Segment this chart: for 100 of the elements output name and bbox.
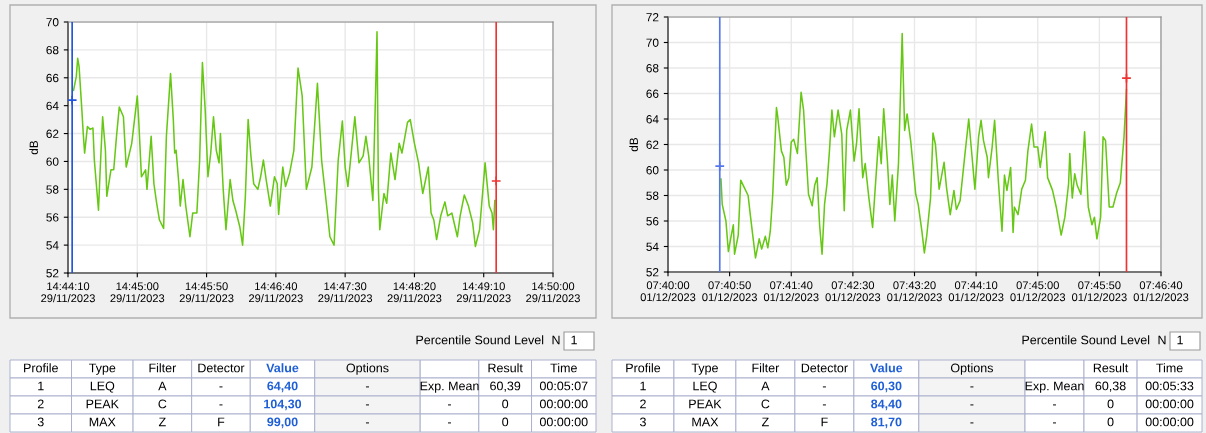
- text: PEAK: [86, 399, 119, 409]
- y-tick-label: 70: [646, 38, 659, 47]
- text: Percentile Sound Level: [1022, 335, 1150, 345]
- text: Exp. Mean: [420, 381, 479, 393]
- x-tick-label: 14:47:30 29/11/2023: [318, 282, 373, 303]
- y-tick-label: 54: [46, 241, 59, 250]
- y-tick-label: 58: [46, 185, 59, 194]
- text: Time: [1156, 363, 1183, 373]
- x-tick-label: 07:43:20 01/12/2023: [887, 281, 942, 302]
- y-tick-label: 60: [646, 166, 659, 175]
- text: 00:05:07: [539, 381, 588, 391]
- y-axis-title: dB: [629, 137, 638, 152]
- x-tick-label: 14:50:00 29/11/2023: [526, 282, 580, 303]
- text: N: [552, 335, 560, 345]
- text: -: [970, 386, 974, 388]
- text: 2: [37, 399, 44, 409]
- y-tick-label: 62: [646, 140, 659, 149]
- y-tick-label: 56: [46, 213, 59, 222]
- text: Detector: [198, 363, 245, 373]
- text: MAX: [692, 417, 719, 427]
- text: 00:00:00: [1145, 417, 1194, 427]
- y-tick-label: 68: [46, 45, 59, 55]
- text: 2: [640, 399, 646, 409]
- text: Filter: [752, 363, 780, 373]
- text: 84,40: [871, 399, 902, 411]
- text: -: [1052, 422, 1057, 424]
- x-tick-label: 14:45:00 29/11/2023: [110, 282, 165, 303]
- text: -: [447, 404, 452, 406]
- y-tick-label: 70: [46, 18, 59, 27]
- x-tick-label: 07:41:40 01/12/2023: [763, 281, 819, 302]
- text: 1: [38, 381, 44, 391]
- text: 1: [640, 381, 646, 391]
- text: Type: [89, 363, 116, 375]
- text: 1: [1177, 335, 1183, 345]
- x-tick-label: 14:48:20 29/11/2023: [387, 282, 442, 303]
- text: Percentile Sound Level: [416, 335, 544, 345]
- text: -: [970, 422, 974, 424]
- text: N: [1158, 335, 1166, 345]
- text: 60,30: [871, 381, 902, 393]
- text: A: [158, 381, 167, 391]
- text: MAX: [89, 417, 116, 427]
- text: Options: [950, 363, 993, 375]
- text: Profile: [24, 363, 58, 373]
- x-tick-label: 07:40:50 01/12/2023: [702, 281, 757, 302]
- text: F: [218, 417, 225, 427]
- text: Value: [870, 363, 903, 373]
- text: -: [822, 404, 826, 406]
- text: 104,30: [264, 399, 302, 411]
- text: -: [970, 404, 974, 406]
- text: Result: [488, 363, 523, 373]
- text: Result: [1093, 363, 1129, 373]
- x-tick-label: 14:44:10 29/11/2023: [41, 282, 95, 303]
- y-tick-label: 64: [46, 101, 59, 111]
- text: -: [822, 386, 826, 388]
- text: Options: [346, 363, 389, 375]
- y-tick-label: 54: [646, 242, 659, 251]
- text: 3: [639, 417, 646, 427]
- x-tick-label: 14:49:10 29/11/2023: [456, 282, 511, 303]
- text: 00:00:00: [539, 417, 588, 427]
- text: Detector: [801, 363, 848, 373]
- text: PEAK: [689, 399, 722, 409]
- text: A: [761, 381, 770, 391]
- text: LEQ: [693, 381, 717, 393]
- text: LEQ: [90, 381, 115, 393]
- y-tick-label: 58: [646, 191, 659, 200]
- text: 3: [37, 417, 44, 427]
- y-tick-label: 66: [46, 73, 59, 83]
- text: 0: [1107, 399, 1114, 409]
- text: 0: [502, 417, 509, 427]
- text: Z: [158, 417, 166, 427]
- text: 60,39: [490, 381, 521, 392]
- y-tick-label: 62: [46, 129, 59, 138]
- y-tick-label: 66: [646, 89, 659, 98]
- y-tick-label: 72: [646, 13, 659, 22]
- text: Value: [266, 363, 299, 373]
- x-tick-label: 14:45:50 29/11/2023: [179, 282, 234, 303]
- text: 00:00:00: [539, 399, 588, 409]
- x-tick-label: 07:42:30 01/12/2023: [825, 281, 881, 302]
- text: 64,40: [267, 381, 298, 393]
- text: C: [158, 399, 167, 409]
- x-tick-label: 07:46:40 01/12/2023: [1133, 281, 1189, 302]
- text: 60,38: [1095, 381, 1126, 392]
- text: C: [761, 399, 770, 409]
- text: -: [365, 422, 369, 424]
- text: 1: [571, 335, 577, 345]
- text: -: [219, 404, 223, 406]
- text: Z: [761, 417, 769, 427]
- text: Type: [691, 363, 718, 375]
- text: 00:00:00: [1145, 399, 1194, 409]
- text: Profile: [626, 363, 661, 373]
- x-tick-label: 14:46:40 29/11/2023: [249, 282, 303, 303]
- text: 00:05:33: [1145, 381, 1194, 391]
- x-tick-label: 07:44:10 01/12/2023: [948, 281, 1004, 302]
- text: 99,00: [267, 417, 298, 429]
- x-tick-label: 07:45:00 01/12/2023: [1010, 281, 1066, 302]
- text: 81,70: [871, 417, 902, 429]
- text: -: [365, 386, 369, 388]
- text: 0: [1107, 417, 1114, 427]
- text: -: [1052, 404, 1057, 406]
- text: -: [447, 422, 452, 424]
